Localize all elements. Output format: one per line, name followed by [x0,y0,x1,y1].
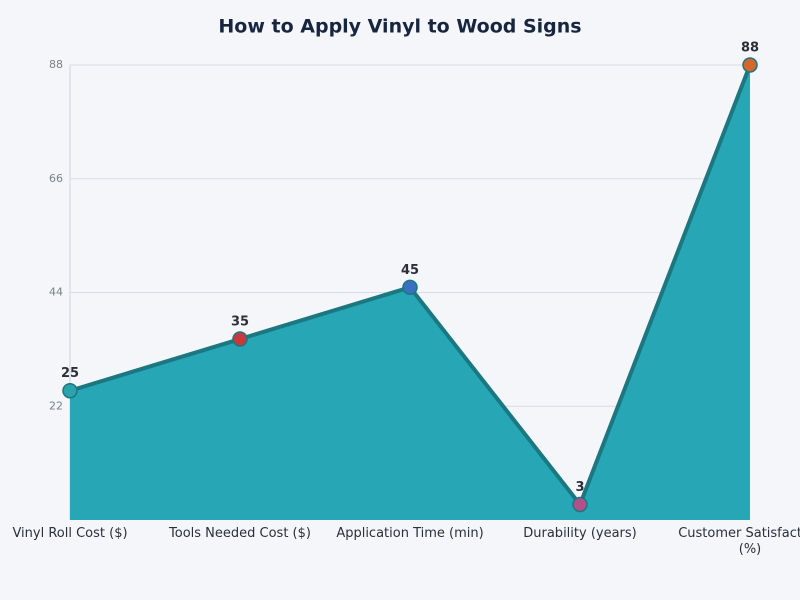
data-label: 3 [575,480,584,495]
y-tick-label: 44 [49,286,63,299]
point [62,382,78,399]
data-label: 45 [401,263,419,278]
point [232,331,248,347]
x-tick-label: Tools Needed Cost ($) [169,526,311,541]
point [572,496,588,513]
chart-title: How to Apply Vinyl to Wood Signs [218,16,581,38]
x-tick-label: Customer Satisfaction (%) [678,526,800,557]
data-label: 25 [61,366,79,381]
y-tick-label: 22 [49,399,63,412]
point [742,57,758,73]
data-label: 35 [231,315,249,330]
point [402,279,418,296]
x-tick-label: Vinyl Roll Cost ($) [12,526,128,541]
data-label: 88 [741,41,759,56]
y-tick-label: 88 [49,58,63,71]
x-tick-label: Durability (years) [523,526,637,541]
y-tick-label: 66 [49,172,63,185]
x-tick-label: Application Time (min) [336,526,484,541]
